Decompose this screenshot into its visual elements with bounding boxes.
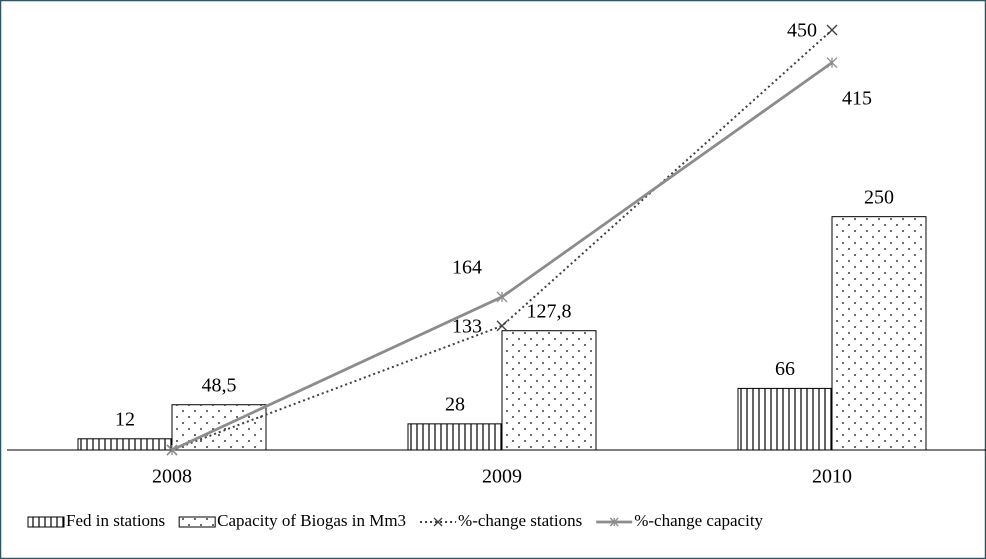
- legend-label: %-change stations: [458, 511, 582, 530]
- bar: [407, 423, 503, 451]
- bar: [501, 330, 597, 451]
- bar: [77, 438, 173, 451]
- marker: [166, 444, 178, 456]
- data-label: 127,8: [527, 300, 572, 322]
- legend-marker: [609, 517, 619, 527]
- legend-label: %-change capacity: [634, 511, 763, 530]
- data-label: 250: [864, 186, 894, 208]
- marker: [826, 57, 838, 69]
- legend-label: Capacity of Biogas in Mm3: [217, 511, 406, 530]
- marker: [496, 320, 508, 332]
- bar: [831, 216, 927, 451]
- data-label: 133: [452, 315, 482, 337]
- data-label: 48,5: [202, 374, 237, 396]
- legend-swatch: [27, 516, 65, 528]
- x-tick-label: 2010: [812, 466, 852, 488]
- legend-marker: [433, 517, 443, 527]
- x-tick-label: 2008: [152, 466, 192, 488]
- marker: [826, 24, 838, 36]
- data-label: 450: [787, 20, 817, 42]
- data-label: 164: [452, 257, 482, 279]
- marker: [496, 291, 508, 303]
- legend-swatch: [178, 516, 216, 528]
- data-label: 66: [775, 358, 795, 380]
- x-tick-label: 2009: [482, 466, 522, 488]
- legend-label: Fed in stations: [66, 511, 165, 530]
- data-label: 12: [115, 408, 135, 430]
- data-label: 415: [842, 87, 872, 109]
- bar: [737, 387, 833, 451]
- data-label: 28: [445, 393, 465, 415]
